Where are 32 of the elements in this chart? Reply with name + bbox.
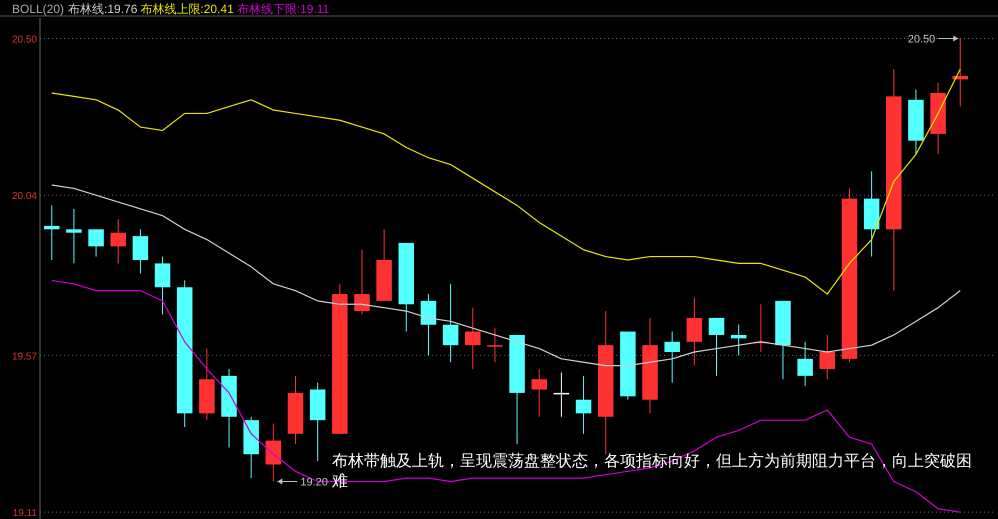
annotation: 20.50: [908, 33, 936, 46]
candlestick: [132, 228, 148, 274]
candlestick: [554, 372, 570, 418]
candlestick: [664, 331, 680, 384]
candlestick: [797, 341, 813, 387]
candlestick: [154, 256, 170, 316]
candlestick: [354, 249, 370, 316]
annotation: 19.20: [300, 476, 328, 489]
y-tick-label: 19.11: [12, 508, 38, 519]
y-tick-label: 20.04: [12, 191, 38, 202]
candlestick: [465, 307, 481, 370]
y-tick-label: 19.57: [12, 351, 38, 362]
candlestick: [531, 368, 547, 418]
y-tick-label: 20.50: [12, 34, 38, 46]
candlestick: [952, 38, 968, 108]
candlestick: [266, 423, 282, 482]
text: 布林线:19.76: [68, 2, 138, 16]
candlestick: [110, 218, 126, 264]
line-series: [51, 68, 961, 295]
candlestick: [487, 328, 503, 363]
text: 布林线上限:20.41: [140, 2, 234, 16]
candlestick: [576, 375, 592, 434]
candlestick: [44, 204, 60, 260]
text: 布林线下限:19.11: [236, 2, 330, 16]
candlestick: [730, 324, 746, 356]
candlestick: [820, 334, 836, 380]
candlestick: [708, 317, 724, 376]
candlestick: [686, 296, 702, 366]
candlestick: [420, 294, 436, 356]
candlestick: [88, 228, 104, 258]
candlestick: [442, 283, 458, 363]
chart-title: BOLL(20): [12, 2, 64, 16]
